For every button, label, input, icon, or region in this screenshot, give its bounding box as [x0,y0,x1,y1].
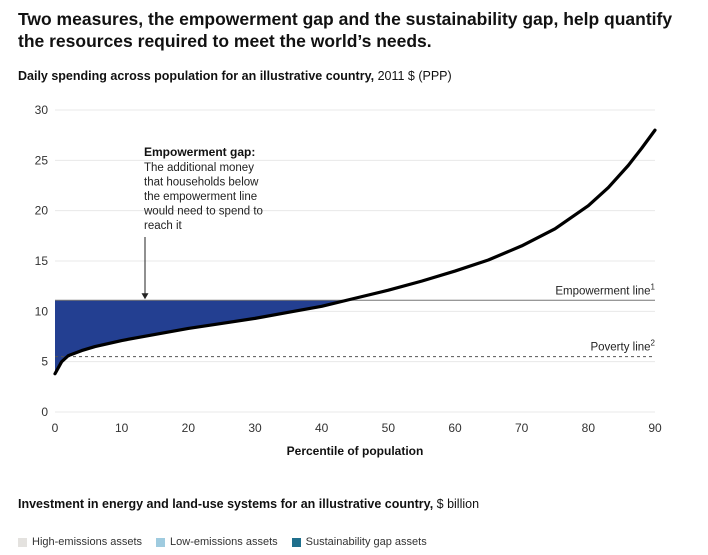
x-tick-label-50: 50 [382,421,396,435]
annotation-title: Empowerment gap: [144,145,255,159]
x-tick-label-20: 20 [182,421,196,435]
x-tick-label-40: 40 [315,421,329,435]
chart-subtitle-bold: Daily spending across population for an … [18,69,375,83]
annotation-line-2: that households below [144,177,259,189]
investment-legend: High-emissions assets Low-emissions asse… [18,536,427,548]
legend-label-sustainability-gap: Sustainability gap assets [305,536,427,548]
y-tick-label-5: 5 [41,355,48,369]
legend-item-sustainability-gap: Sustainability gap assets [291,536,427,548]
chart-subtitle: Daily spending across population for an … [18,69,452,83]
headline: Two measures, the empowerment gap and th… [18,8,698,52]
annotation-line-5: reach it [144,220,183,232]
legend-label-high-emissions: High-emissions assets [32,536,143,548]
x-tick-label-30: 30 [248,421,262,435]
x-tick-label-0: 0 [52,421,59,435]
x-tick-label-90: 90 [648,421,662,435]
annotation-line-4: would need to spend to [143,206,263,218]
spending-chart: 0 5 10 15 20 25 30 0 10 20 30 40 50 60 70 80 90 Percentil… [35,103,662,458]
annotation-line-1: The additional money [144,162,254,174]
x-tick-label-10: 10 [115,421,129,435]
annotation-arrow-head [141,293,149,300]
headline-line-2: the resources required to meet the world… [18,31,432,51]
spending-curve [53,128,657,376]
legend-swatch-high-emissions [18,537,27,547]
x-axis-title: Percentile of population [287,444,424,458]
y-tick-label-30: 30 [35,103,49,117]
legend-swatch-sustainability-gap [291,537,301,547]
investment-title-bold: Investment in energy and land-use system… [18,497,434,511]
y-tick-label-15: 15 [35,254,49,268]
annotation-line-3: the empowerment line [144,191,257,203]
legend-label-low-emissions: Low-emissions assets [170,536,278,548]
empowerment-line-label: Empowerment line1 [555,282,655,297]
legend-item-high-emissions: High-emissions assets [18,536,142,548]
legend-swatch-low-emissions [156,537,166,547]
x-tick-label-70: 70 [515,421,529,435]
x-tick-label-60: 60 [448,421,462,435]
y-tick-label-10: 10 [35,304,49,318]
headline-line-1: Two measures, the empowerment gap and th… [18,9,673,29]
investment-section-title: Investment in energy and land-use system… [18,497,479,511]
y-tick-label-20: 20 [35,204,49,218]
chart-subtitle-units: 2011 $ (PPP) [374,69,452,83]
legend-item-low-emissions: Low-emissions assets [156,536,278,548]
x-tick-label-80: 80 [582,421,596,435]
y-tick-label-0: 0 [41,405,48,419]
empowerment-gap-area [55,300,345,374]
poverty-line-label: Poverty line2 [590,339,655,354]
investment-title-units: $ billion [433,497,480,511]
y-tick-label-25: 25 [35,153,49,167]
